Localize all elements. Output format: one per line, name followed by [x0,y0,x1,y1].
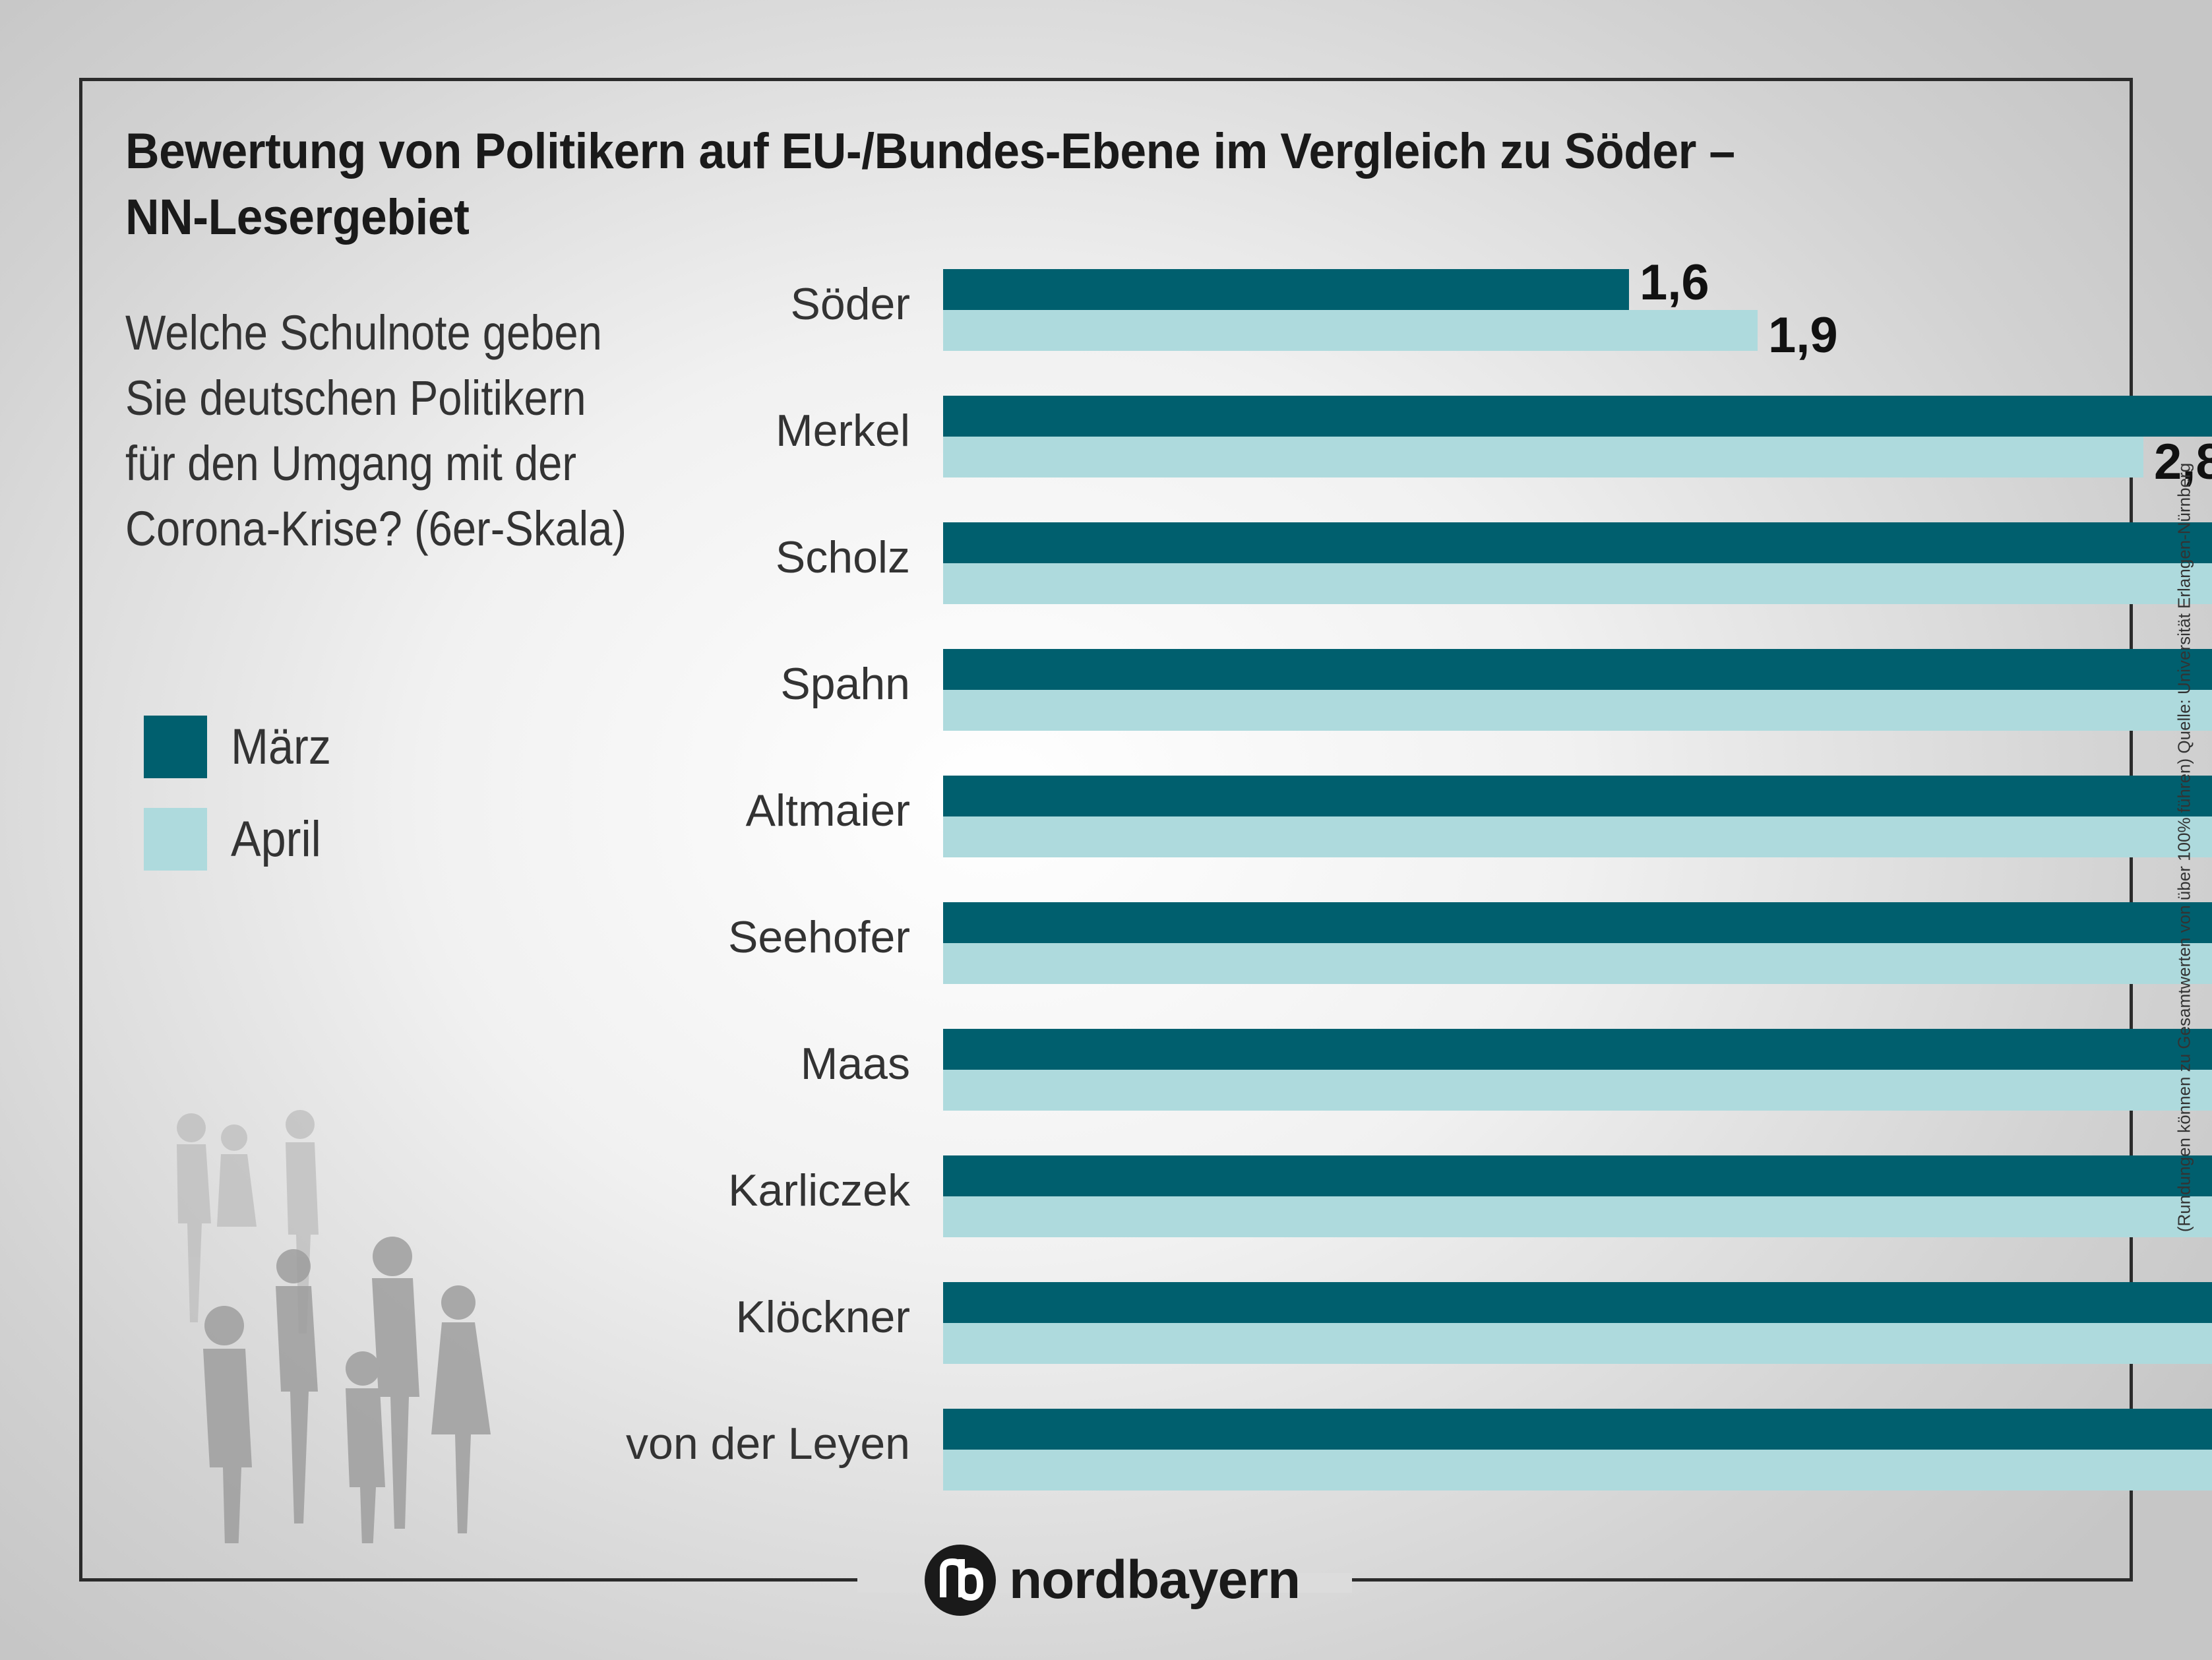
chart-title: Bewertung von Politikern auf EU-/Bundes-… [125,123,1735,245]
legend-swatch-maerz [144,716,207,778]
category-label: Spahn [780,659,910,709]
bar-april [943,816,2212,857]
bar-maerz [943,396,2212,437]
brand-logo: nordbayern [923,1543,1301,1617]
bar-maerz [943,776,2212,816]
bar-maerz [943,269,1629,310]
bar-april [943,310,1758,351]
bar-maerz [943,902,2212,943]
bar-april [943,563,2212,604]
legend: März April [144,716,342,900]
bar-april [943,1450,2212,1491]
bar-april [943,1323,2212,1364]
brand-name: nordbayern [1009,1550,1301,1610]
category-label: Söder [791,279,910,329]
category-label: Merkel [776,406,910,456]
category-label: Seehofer [728,912,910,962]
legend-label-maerz: März [231,719,332,775]
legend-item-april: April [144,808,342,871]
legend-swatch-april [144,808,207,871]
bar-maerz [943,1282,2212,1323]
category-label: Karliczek [728,1165,911,1215]
bar-april [943,690,2212,731]
bar-april [943,1196,2212,1237]
bar-maerz [943,1155,2212,1196]
category-label: von der Leyen [626,1419,910,1469]
source-note: (Rundungen können zu Gesamtwerten von üb… [2174,462,2194,1233]
category-label: Scholz [776,532,910,582]
bar-april [943,437,2143,477]
survey-question: Welche Schulnote geben Sie deutschen Pol… [125,305,627,556]
bar-maerz [943,1409,2212,1450]
category-label: Maas [801,1039,910,1089]
bar-maerz [943,649,2212,690]
value-label: 1,9 [1768,307,1838,363]
legend-item-maerz: März [144,716,342,778]
value-label: 2,8 [2154,434,2212,490]
value-label: 1,6 [1640,255,1709,311]
bar-maerz [943,522,2212,563]
legend-label-april: April [231,811,321,867]
category-label: Klöckner [735,1292,910,1342]
bar-april [943,1070,2212,1111]
nordbayern-logo-icon [925,1545,996,1616]
people-silhouettes-icon [177,1110,491,1543]
bar-maerz [943,1029,2212,1070]
category-label: Altmaier [746,785,910,836]
bar-april [943,943,2212,984]
